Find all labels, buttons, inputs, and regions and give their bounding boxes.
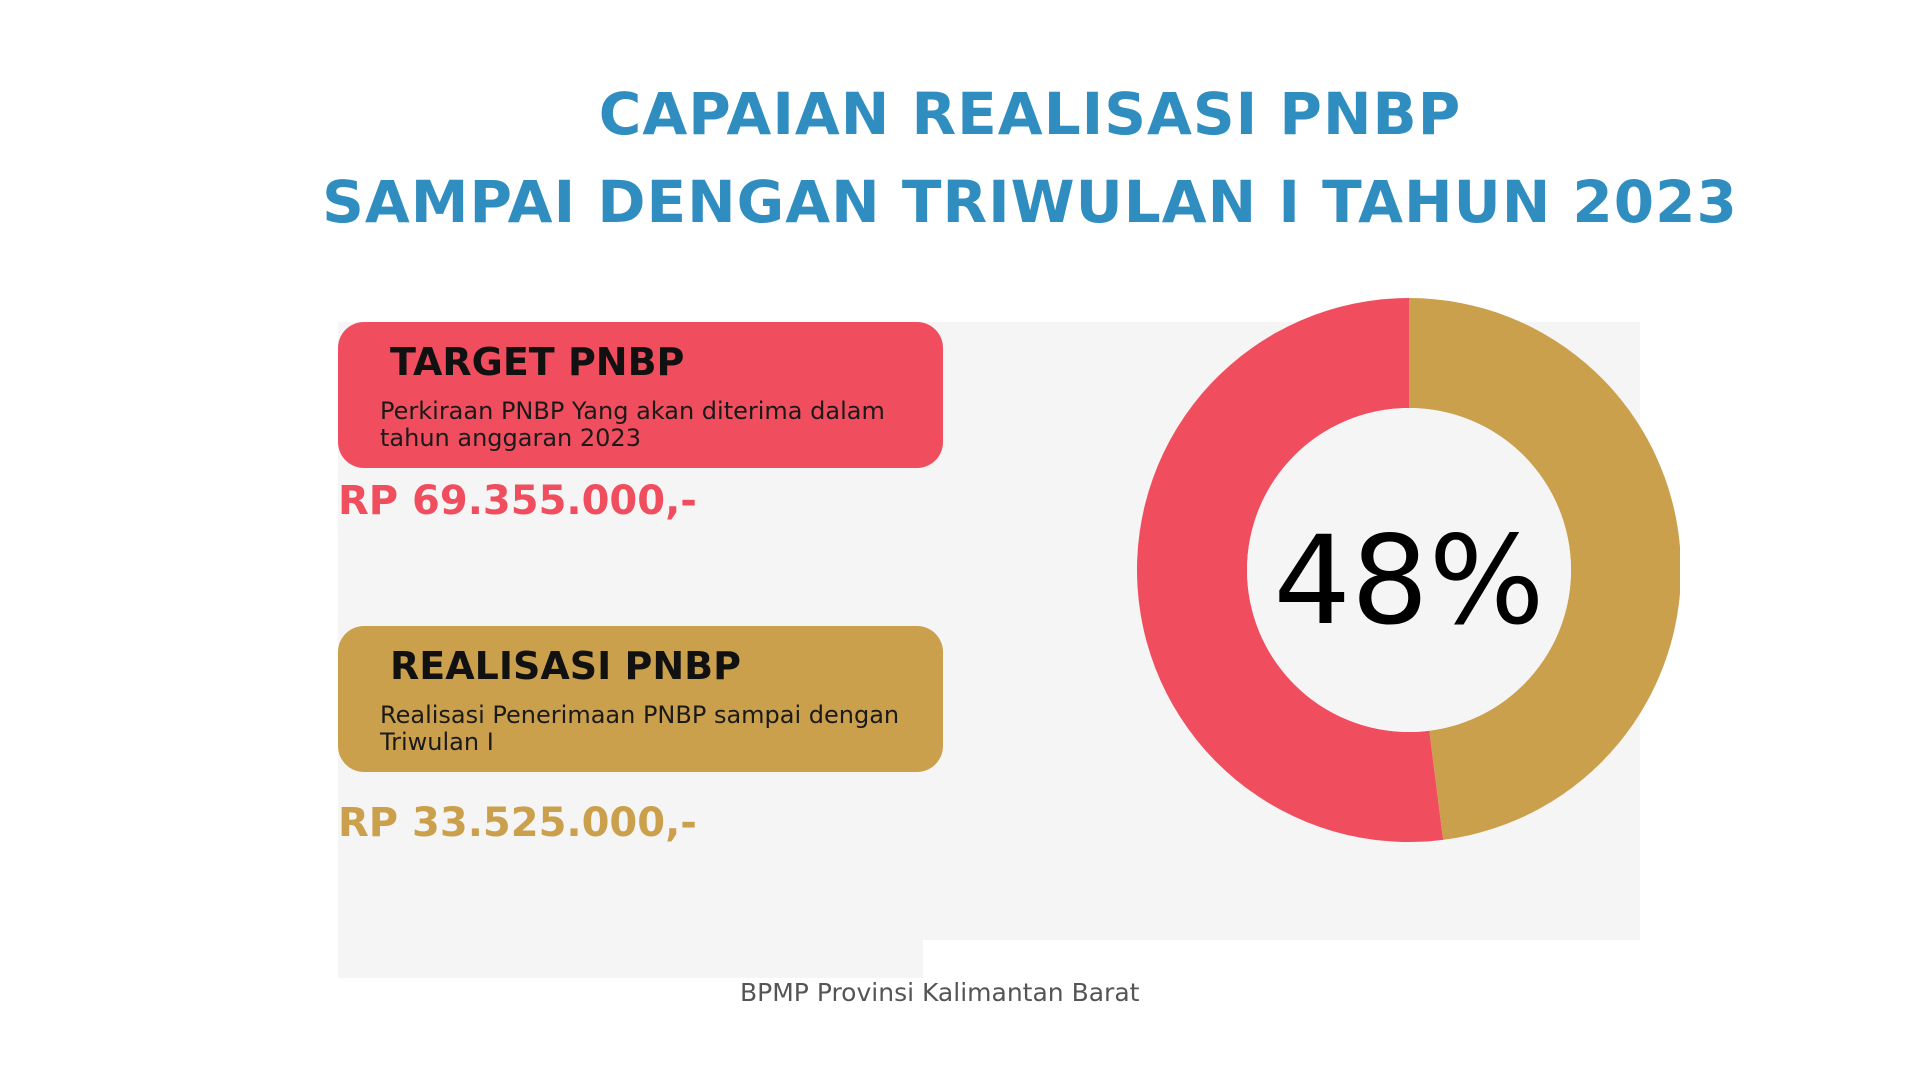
footer-credit: BPMP Provinsi Kalimantan Barat	[740, 978, 1140, 1007]
donut-chart: 48%	[1137, 298, 1680, 842]
donut-slice-0	[1409, 298, 1680, 840]
title-line-2: SAMPAI DENGAN TRIWULAN I TAHUN 2023	[322, 168, 1738, 236]
donut-hole	[1247, 408, 1571, 732]
target-card: TARGET PNBP Perkiraan PNBP Yang akan dit…	[338, 322, 943, 468]
target-title: TARGET PNBP	[390, 340, 685, 384]
background-panel-bottom	[338, 900, 923, 978]
target-description: Perkiraan PNBP Yang akan diterima dalam …	[380, 397, 885, 452]
realisasi-card: REALISASI PNBP Realisasi Penerimaan PNBP…	[338, 626, 943, 772]
realisasi-title: REALISASI PNBP	[390, 644, 741, 688]
target-amount: RP 69.355.000,-	[338, 478, 697, 524]
realisasi-description: Realisasi Penerimaan PNBP sampai dengan …	[380, 701, 900, 756]
donut-center-label: 48%	[1273, 510, 1544, 652]
realisasi-amount: RP 33.525.000,-	[338, 800, 697, 846]
title-line-1: CAPAIAN REALISASI PNBP	[598, 80, 1462, 148]
donut-slice-1	[1137, 298, 1444, 842]
